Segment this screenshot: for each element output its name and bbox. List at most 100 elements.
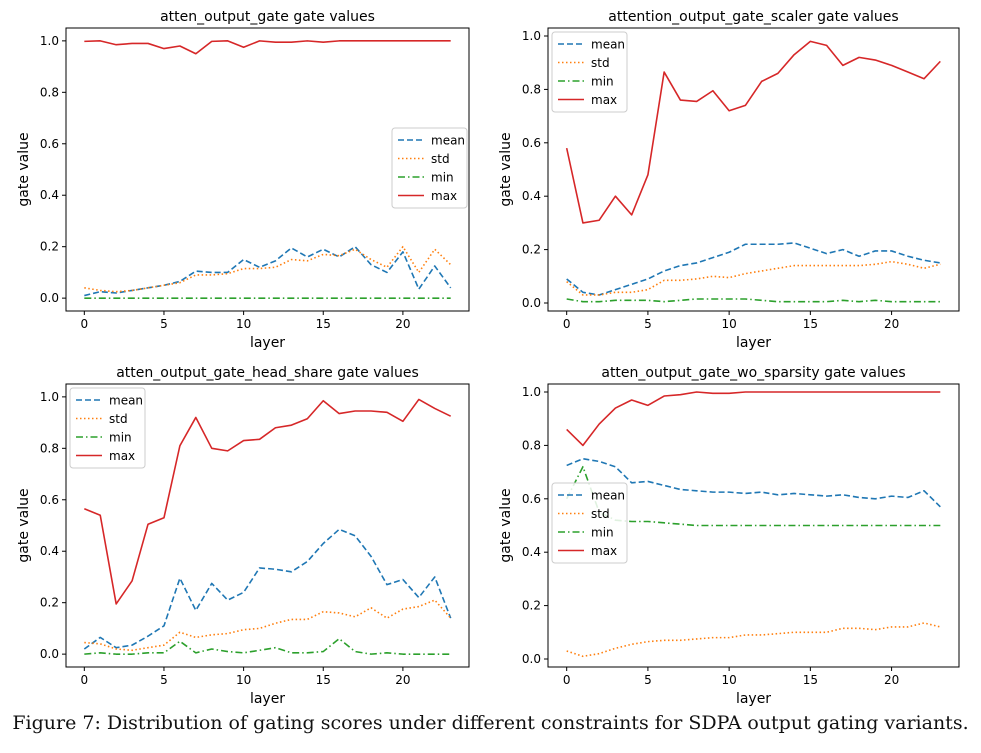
- series-line-std: [84, 599, 452, 652]
- x-tick-label: 0: [563, 317, 571, 331]
- figure-caption-text: Distribution of gating scores under diff…: [106, 712, 969, 734]
- legend-label-mean: mean: [591, 489, 625, 503]
- series-line-std: [566, 622, 941, 658]
- x-axis-label: layer: [736, 691, 771, 707]
- legend: mean std min max: [551, 482, 628, 564]
- y-tick-label: 0.8: [522, 438, 541, 452]
- chart-title: atten_output_gate gate values: [160, 9, 375, 25]
- chart-title: atten_output_gate_head_share gate values: [116, 365, 419, 381]
- legend-label-std: std: [591, 56, 610, 70]
- series-line-min: [565, 465, 941, 527]
- x-tick-label: 0: [563, 673, 571, 687]
- x-tick-label: 10: [721, 317, 736, 331]
- plot-frame: [65, 27, 470, 312]
- y-tick-label: 0.6: [522, 136, 541, 150]
- legend: mean std min max: [551, 31, 628, 113]
- y-tick-label: 0.6: [40, 137, 59, 151]
- y-tick-label: 0.8: [522, 82, 541, 96]
- y-tick-label: 0.8: [40, 441, 59, 455]
- series-line-std: [566, 260, 941, 296]
- legend-box: [69, 387, 146, 469]
- legend-box: [551, 482, 628, 564]
- x-tick-label: 10: [721, 673, 736, 687]
- y-tick-label: 0.2: [522, 599, 541, 613]
- x-tick-label: 15: [316, 673, 331, 687]
- y-tick-label: 1.0: [522, 385, 541, 399]
- legend-box: [391, 127, 468, 209]
- legend-label-max: max: [591, 93, 617, 107]
- y-tick-label: 0.6: [40, 493, 59, 507]
- x-tick-label: 15: [803, 673, 818, 687]
- legend: mean std min max: [391, 127, 468, 209]
- legend-label-mean: mean: [431, 134, 465, 148]
- y-tick-label: 0.4: [522, 545, 541, 559]
- series-line-max: [566, 391, 941, 447]
- y-tick-label: 0.4: [522, 189, 541, 203]
- y-axis-label: gate value: [16, 132, 32, 206]
- x-tick-label: 0: [80, 317, 88, 331]
- series-line-mean: [83, 528, 452, 650]
- y-tick-label: 0.0: [522, 652, 541, 666]
- x-tick-label: 10: [236, 317, 251, 331]
- series-line-std: [84, 245, 452, 293]
- legend-label-max: max: [431, 189, 457, 203]
- y-tick-label: 0.2: [40, 240, 59, 254]
- chart-panel-atten-output-gate: atten_output_gate gate values 0 5 10 15 20 0.0…: [0, 0, 490, 355]
- y-tick-label: 1.0: [40, 34, 59, 48]
- plot-frame: [547, 383, 960, 668]
- legend: mean std min max: [69, 387, 146, 469]
- y-tick-label: 0.0: [522, 296, 541, 310]
- x-tick-label: 5: [644, 317, 652, 331]
- plot-frame: [547, 27, 960, 312]
- x-tick-label: 15: [316, 317, 331, 331]
- legend-label-min: min: [591, 75, 614, 89]
- chart-panel-atten-output-gate-head-share: atten_output_gate_head_share gate values…: [0, 357, 490, 712]
- x-tick-label: 0: [80, 673, 88, 687]
- x-tick-label: 20: [395, 673, 410, 687]
- x-tick-label: 5: [160, 317, 168, 331]
- series-line-max: [565, 40, 941, 224]
- y-tick-label: 0.0: [40, 291, 59, 305]
- figure-caption-label: Figure 7:: [12, 712, 101, 734]
- y-tick-label: 0.4: [40, 544, 59, 558]
- y-tick-label: 0.8: [40, 85, 59, 99]
- y-tick-label: 1.0: [522, 29, 541, 43]
- series-line-mean: [566, 242, 941, 296]
- chart-svg: atten_output_gate_head_share gate values…: [16, 365, 470, 707]
- chart-svg: atten_output_gate gate values 0 5 10 15 20 0.0…: [16, 9, 470, 351]
- series-line-max: [84, 40, 451, 55]
- x-axis-label: layer: [250, 691, 285, 707]
- legend-label-mean: mean: [591, 38, 625, 52]
- x-tick-label: 20: [884, 317, 899, 331]
- series-line-mean: [84, 245, 452, 297]
- x-tick-label: 15: [803, 317, 818, 331]
- figure-caption: Figure 7: Distribution of gating scores u…: [0, 712, 981, 734]
- legend-label-max: max: [109, 449, 135, 463]
- legend-label-std: std: [109, 412, 128, 426]
- plot-frame: [65, 383, 470, 668]
- chart-title: atten_output_gate_wo_sparsity gate value…: [601, 365, 905, 381]
- legend-box: [551, 31, 628, 113]
- y-tick-label: 0.2: [522, 243, 541, 257]
- x-tick-label: 10: [236, 673, 251, 687]
- chart-panel-attention-output-gate-scaler: attention_output_gate_scaler gate values…: [490, 0, 981, 355]
- chart-svg: atten_output_gate_wo_sparsity gate value…: [498, 365, 960, 707]
- y-tick-label: 0.0: [40, 647, 59, 661]
- x-tick-label: 20: [395, 317, 410, 331]
- chart-title: attention_output_gate_scaler gate values: [608, 9, 898, 25]
- y-tick-label: 0.4: [40, 188, 59, 202]
- legend-label-min: min: [591, 526, 614, 540]
- y-axis-label: gate value: [16, 488, 32, 562]
- y-tick-label: 0.6: [522, 492, 541, 506]
- y-axis-label: gate value: [498, 488, 514, 562]
- series-line-min: [84, 637, 451, 655]
- legend-label-mean: mean: [109, 394, 143, 408]
- series-line-max: [84, 398, 452, 605]
- legend-label-min: min: [431, 171, 454, 185]
- legend-label-min: min: [109, 431, 132, 445]
- x-tick-label: 20: [884, 673, 899, 687]
- legend-label-std: std: [431, 152, 450, 166]
- y-tick-label: 0.2: [40, 596, 59, 610]
- legend-label-max: max: [591, 544, 617, 558]
- y-axis-label: gate value: [498, 132, 514, 206]
